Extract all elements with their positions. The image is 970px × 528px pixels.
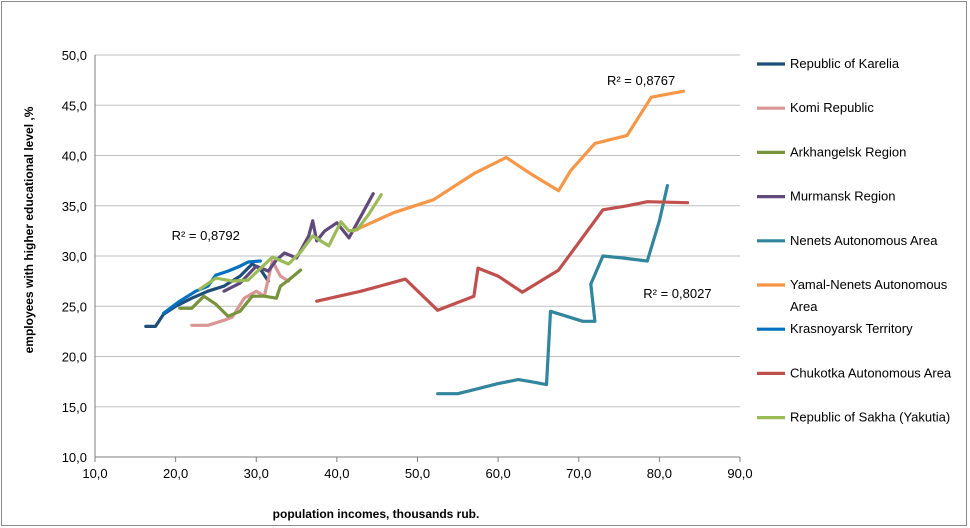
x-tick-label: 40,0 bbox=[324, 466, 349, 481]
y-axis-title: employees with higher educational level … bbox=[22, 106, 36, 353]
r-squared-label: R² = 0,8792 bbox=[172, 228, 240, 243]
series-line-4 bbox=[222, 192, 375, 293]
series-line-8 bbox=[315, 200, 690, 312]
r-squared-label: R² = 0,8027 bbox=[643, 286, 711, 301]
series-line-5 bbox=[436, 184, 669, 396]
legend-label-9: Republic of Sakha (Yakutia) bbox=[790, 410, 950, 425]
x-tick-label: 80,0 bbox=[647, 466, 672, 481]
y-tick-label: 15,0 bbox=[62, 400, 87, 415]
y-tick-label: 25,0 bbox=[62, 299, 87, 314]
x-tick-label: 30,0 bbox=[244, 466, 269, 481]
series-line-9 bbox=[198, 193, 383, 291]
x-tick-label: 90,0 bbox=[727, 466, 752, 481]
legend-label-1: Republic of Karelia bbox=[790, 56, 900, 71]
y-tick-label: 40,0 bbox=[62, 149, 87, 164]
y-tick-label: 20,0 bbox=[62, 350, 87, 365]
x-tick-label: 50,0 bbox=[405, 466, 430, 481]
y-tick-label: 30,0 bbox=[62, 249, 87, 264]
x-tick-label: 60,0 bbox=[485, 466, 510, 481]
legend-label-3: Arkhangelsk Region bbox=[790, 144, 906, 159]
legend-label-5: Nenets Autonomous Area bbox=[790, 233, 938, 248]
x-tick-label: 10,0 bbox=[82, 466, 107, 481]
x-axis-title: population incomes, thousands rub. bbox=[273, 507, 480, 521]
x-tick-label: 70,0 bbox=[566, 466, 591, 481]
legend-label-6: Yamal-Nenets Autonomous Area bbox=[790, 277, 948, 314]
legend-label-2: Komi Republic bbox=[790, 100, 874, 115]
y-tick-label: 10,0 bbox=[62, 450, 87, 465]
y-tick-label: 50,0 bbox=[62, 48, 87, 63]
legend-label-8: Chukotka Autonomous Area bbox=[790, 365, 952, 380]
legend-label-7: Krasnoyarsk Territory bbox=[790, 321, 913, 336]
x-tick-label: 20,0 bbox=[163, 466, 188, 481]
annotations: R² = 0,8767 R² = 0,8792 R² = 0,8027 bbox=[172, 73, 712, 301]
series-line-2 bbox=[190, 259, 291, 327]
y-tick-label: 45,0 bbox=[62, 98, 87, 113]
series-line-3 bbox=[178, 268, 303, 318]
axes bbox=[94, 55, 741, 462]
legend: Republic of Karelia Komi Republic Arkhange… bbox=[757, 56, 952, 425]
r-squared-label: R² = 0,8767 bbox=[607, 73, 675, 88]
series-line-6 bbox=[351, 89, 686, 233]
legend-label-4: Murmansk Region bbox=[790, 189, 896, 204]
series-lines bbox=[144, 89, 690, 396]
x-tick-labels: 10,0 20,0 30,0 40,0 50,0 60,0 70,0 80,0 90,0 bbox=[82, 466, 752, 481]
y-tick-label: 35,0 bbox=[62, 199, 87, 214]
y-tick-labels: 10,0 15,0 20,0 25,0 30,0 35,0 40,0 45,0 50,0 bbox=[62, 48, 87, 465]
series-line-7 bbox=[161, 259, 262, 315]
